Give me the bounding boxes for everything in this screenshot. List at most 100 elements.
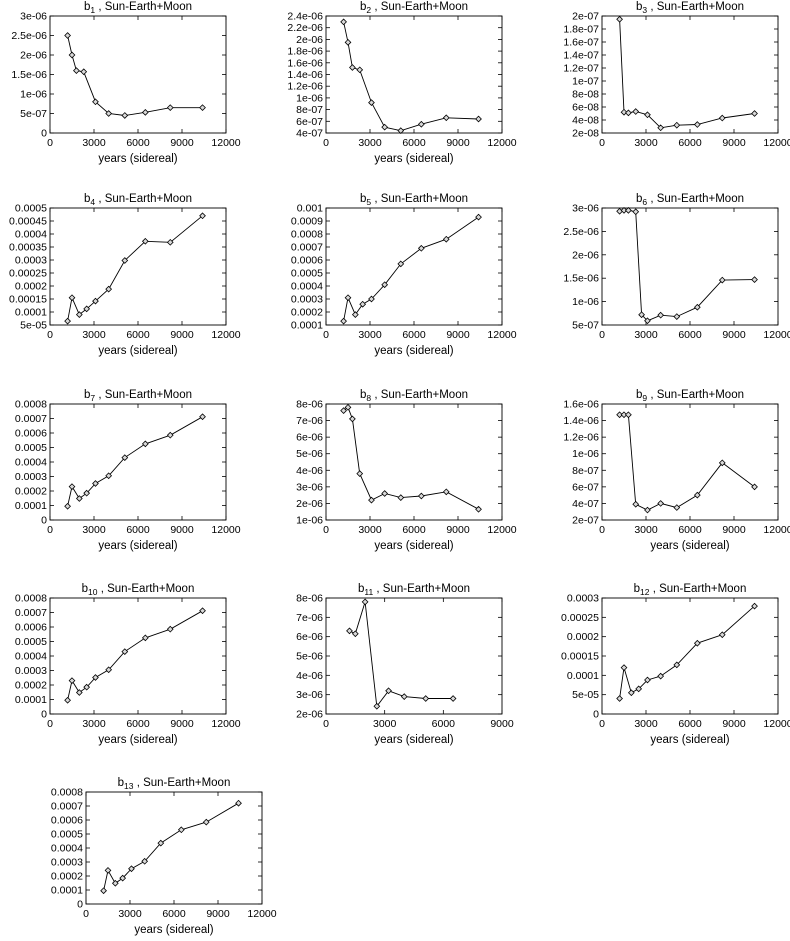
data-point: [199, 212, 206, 220]
x-axis-label: years (sidereal): [98, 540, 177, 552]
data-point: [121, 648, 129, 656]
title-subscript: 11: [364, 587, 373, 597]
y-tick-label: 5e-06: [296, 651, 323, 663]
data-point: [64, 317, 71, 325]
x-tick-label: 3000: [82, 137, 106, 149]
plot-frame: [601, 403, 779, 521]
x-tick-label: 6000: [126, 524, 150, 536]
x-tick-label: 6000: [678, 524, 702, 536]
x-tick-label: 9000: [722, 524, 746, 536]
plot-frame: [325, 15, 503, 134]
title-subscript: 2: [366, 5, 371, 15]
data-point: [351, 311, 359, 318]
y-tick-label: 0.0004: [15, 457, 47, 469]
series-line: [619, 209, 755, 322]
x-tick-label: 3000: [82, 718, 106, 730]
y-tick-label: 0.0008: [15, 399, 47, 411]
data-point: [68, 294, 76, 302]
y-tick-label: 8e-07: [296, 104, 323, 116]
y-tick-label: 7e-06: [296, 612, 323, 624]
y-tick-label: 1.6e-06: [287, 57, 323, 69]
x-tick-label: 9000: [722, 329, 746, 341]
y-tick-label: 1.8e-06: [287, 46, 323, 58]
data-point: [104, 867, 112, 874]
data-point: [64, 32, 71, 39]
data-point: [638, 311, 645, 319]
y-tick-label: 0.00015: [561, 651, 599, 663]
title-subscript: 5: [366, 197, 371, 207]
data-point: [616, 411, 623, 419]
title-subscript: 3: [642, 5, 647, 15]
y-tick-label: 0.0003: [291, 294, 323, 306]
y-tick-label: 0.00015: [9, 294, 47, 306]
data-point: [635, 685, 643, 693]
chart-title: b13 , Sun-Earth+Moon: [118, 777, 231, 791]
y-tick-label: 0.0008: [291, 229, 323, 241]
data-point: [121, 454, 129, 462]
data-point: [673, 504, 681, 511]
chart-title: b5 , Sun-Earth+Moon: [360, 193, 468, 207]
y-tick-label: 0.0006: [291, 255, 323, 267]
data-point: [620, 108, 628, 116]
x-tick-label: 12000: [763, 524, 790, 536]
series-line: [343, 406, 479, 510]
title-base: b: [82, 583, 88, 595]
x-tick-label: 0: [323, 137, 329, 149]
data-point: [356, 470, 364, 477]
y-tick-label: 5e-05: [20, 320, 47, 332]
data-point: [141, 108, 149, 116]
x-tick-label: 0: [83, 908, 89, 920]
data-point: [83, 489, 91, 497]
x-tick-label: 12000: [211, 137, 240, 149]
x-tick-label: 3000: [634, 137, 658, 149]
y-tick-label: 1e-06: [296, 515, 323, 527]
y-tick-label: 0.0001: [51, 885, 83, 897]
x-tick-label: 9000: [170, 329, 194, 341]
y-tick-label: 0.0005: [15, 442, 47, 454]
y-tick-label: 1.8e-07: [563, 24, 599, 36]
y-tick-label: 0.0005: [15, 203, 47, 215]
y-tick-label: 0.0001: [15, 694, 47, 706]
data-point: [657, 672, 665, 680]
x-tick-label: 0: [599, 137, 605, 149]
x-tick-label: 3000: [82, 524, 106, 536]
y-tick-label: 2.2e-06: [287, 22, 323, 34]
title-subscript: 7: [90, 393, 95, 403]
y-tick-label: 5e-07: [572, 320, 599, 332]
y-tick-label: 0.0005: [51, 829, 83, 841]
data-point: [644, 506, 651, 514]
x-tick-label: 6000: [402, 524, 426, 536]
chart-title: b3 , Sun-Earth+Moon: [636, 1, 744, 15]
x-axis-label: years (sidereal): [98, 153, 177, 165]
data-point: [632, 208, 640, 216]
y-tick-label: 0.0002: [15, 680, 47, 692]
y-tick-label: 0.0001: [567, 670, 599, 682]
y-tick-label: 0.0007: [15, 413, 47, 425]
data-point: [620, 664, 628, 671]
y-tick-label: 0.0001: [15, 500, 47, 512]
y-tick-label: 0.00025: [9, 268, 47, 280]
title-base: b: [358, 583, 364, 595]
data-point: [442, 235, 450, 243]
chart-title: b8 , Sun-Earth+Moon: [360, 389, 468, 403]
x-axis-label: years (sidereal): [374, 345, 453, 357]
x-tick-label: 12000: [247, 908, 276, 920]
x-tick-label: 3000: [82, 329, 106, 341]
data-point: [475, 115, 482, 123]
title-rest: , Sun-Earth+Moon: [650, 583, 747, 595]
data-point: [620, 206, 628, 214]
y-tick-label: 0.0007: [51, 801, 83, 813]
y-tick-label: 1.6e-07: [563, 37, 599, 49]
x-tick-label: 6000: [432, 718, 456, 730]
data-point: [442, 114, 450, 122]
data-point: [121, 112, 129, 119]
y-tick-label: 0.0003: [15, 255, 47, 267]
data-point: [166, 238, 174, 246]
y-tick-label: 0.0005: [291, 268, 323, 280]
chart-title: b10 , Sun-Earth+Moon: [82, 583, 195, 597]
title-base: b: [360, 1, 366, 13]
series-line: [619, 605, 755, 699]
y-tick-label: 3e-06: [296, 481, 323, 493]
data-point: [105, 666, 113, 674]
y-tick-label: 3e-06: [20, 11, 47, 23]
